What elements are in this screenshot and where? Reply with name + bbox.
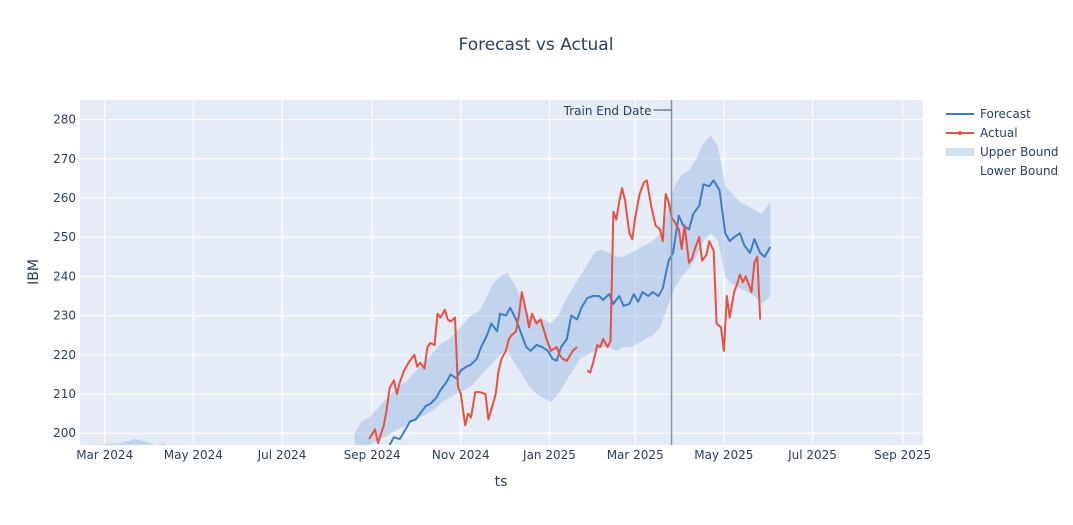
- x-tick-label: May 2025: [694, 448, 753, 462]
- x-tick-label: May 2024: [164, 448, 223, 462]
- legend-label-forecast: Forecast: [980, 107, 1031, 121]
- grid-lines: [80, 100, 923, 445]
- x-tick-label: Jan 2025: [522, 448, 576, 462]
- y-tick-label: 260: [53, 191, 76, 205]
- y-tick-label: 220: [53, 348, 76, 362]
- y-tick-label: 270: [53, 152, 76, 166]
- x-tick-label: Jul 2025: [787, 448, 837, 462]
- x-tick-label: Sep 2025: [874, 448, 931, 462]
- band-area: [93, 439, 166, 445]
- plot-area: [80, 100, 923, 445]
- confidence-band: [93, 135, 771, 445]
- series-line-forecast: [388, 179, 772, 445]
- legend-swatch-upper-bound: [946, 148, 974, 156]
- y-tick-label: 210: [53, 387, 76, 401]
- x-tick-label: Jul 2024: [257, 448, 307, 462]
- y-tick-label: 280: [53, 113, 76, 127]
- legend-item-lower-bound[interactable]: Lower Bound: [980, 164, 1058, 178]
- series-line-actual: [368, 179, 762, 444]
- annotation-label: Train End Date: [563, 104, 652, 118]
- x-axis-ticks: Mar 2024 May 2024 Jul 2024 Sep 2024 Nov 2024…: [76, 448, 931, 462]
- legend-item-forecast[interactable]: Forecast: [946, 107, 1031, 121]
- y-tick-label: 250: [53, 230, 76, 244]
- x-tick-label: Mar 2024: [76, 448, 133, 462]
- x-tick-label: Mar 2025: [607, 448, 664, 462]
- legend-item-actual[interactable]: Actual: [946, 126, 1018, 140]
- x-tick-label: Nov 2024: [432, 448, 490, 462]
- y-tick-label: 240: [53, 269, 76, 283]
- y-tick-label: 230: [53, 309, 76, 323]
- legend-label-upper-bound: Upper Bound: [980, 145, 1059, 159]
- x-tick-label: Sep 2024: [344, 448, 401, 462]
- legend[interactable]: Forecast Actual Upper Bound Lower Bound: [946, 107, 1059, 178]
- legend-label-lower-bound: Lower Bound: [980, 164, 1058, 178]
- y-axis-ticks: 200 210 220 230 240 250 260 270 280: [53, 113, 76, 441]
- legend-label-actual: Actual: [980, 126, 1018, 140]
- y-axis-title: IBM: [26, 259, 42, 285]
- legend-marker-actual: [958, 131, 962, 135]
- train-end-annotation: Train End Date: [563, 100, 673, 445]
- series-lines: [368, 179, 772, 445]
- x-axis-title: ts: [495, 474, 508, 490]
- chart-title: Forecast vs Actual: [459, 35, 614, 55]
- legend-item-upper-bound[interactable]: Upper Bound: [946, 145, 1059, 159]
- y-tick-label: 200: [53, 426, 76, 440]
- band-area: [354, 135, 771, 445]
